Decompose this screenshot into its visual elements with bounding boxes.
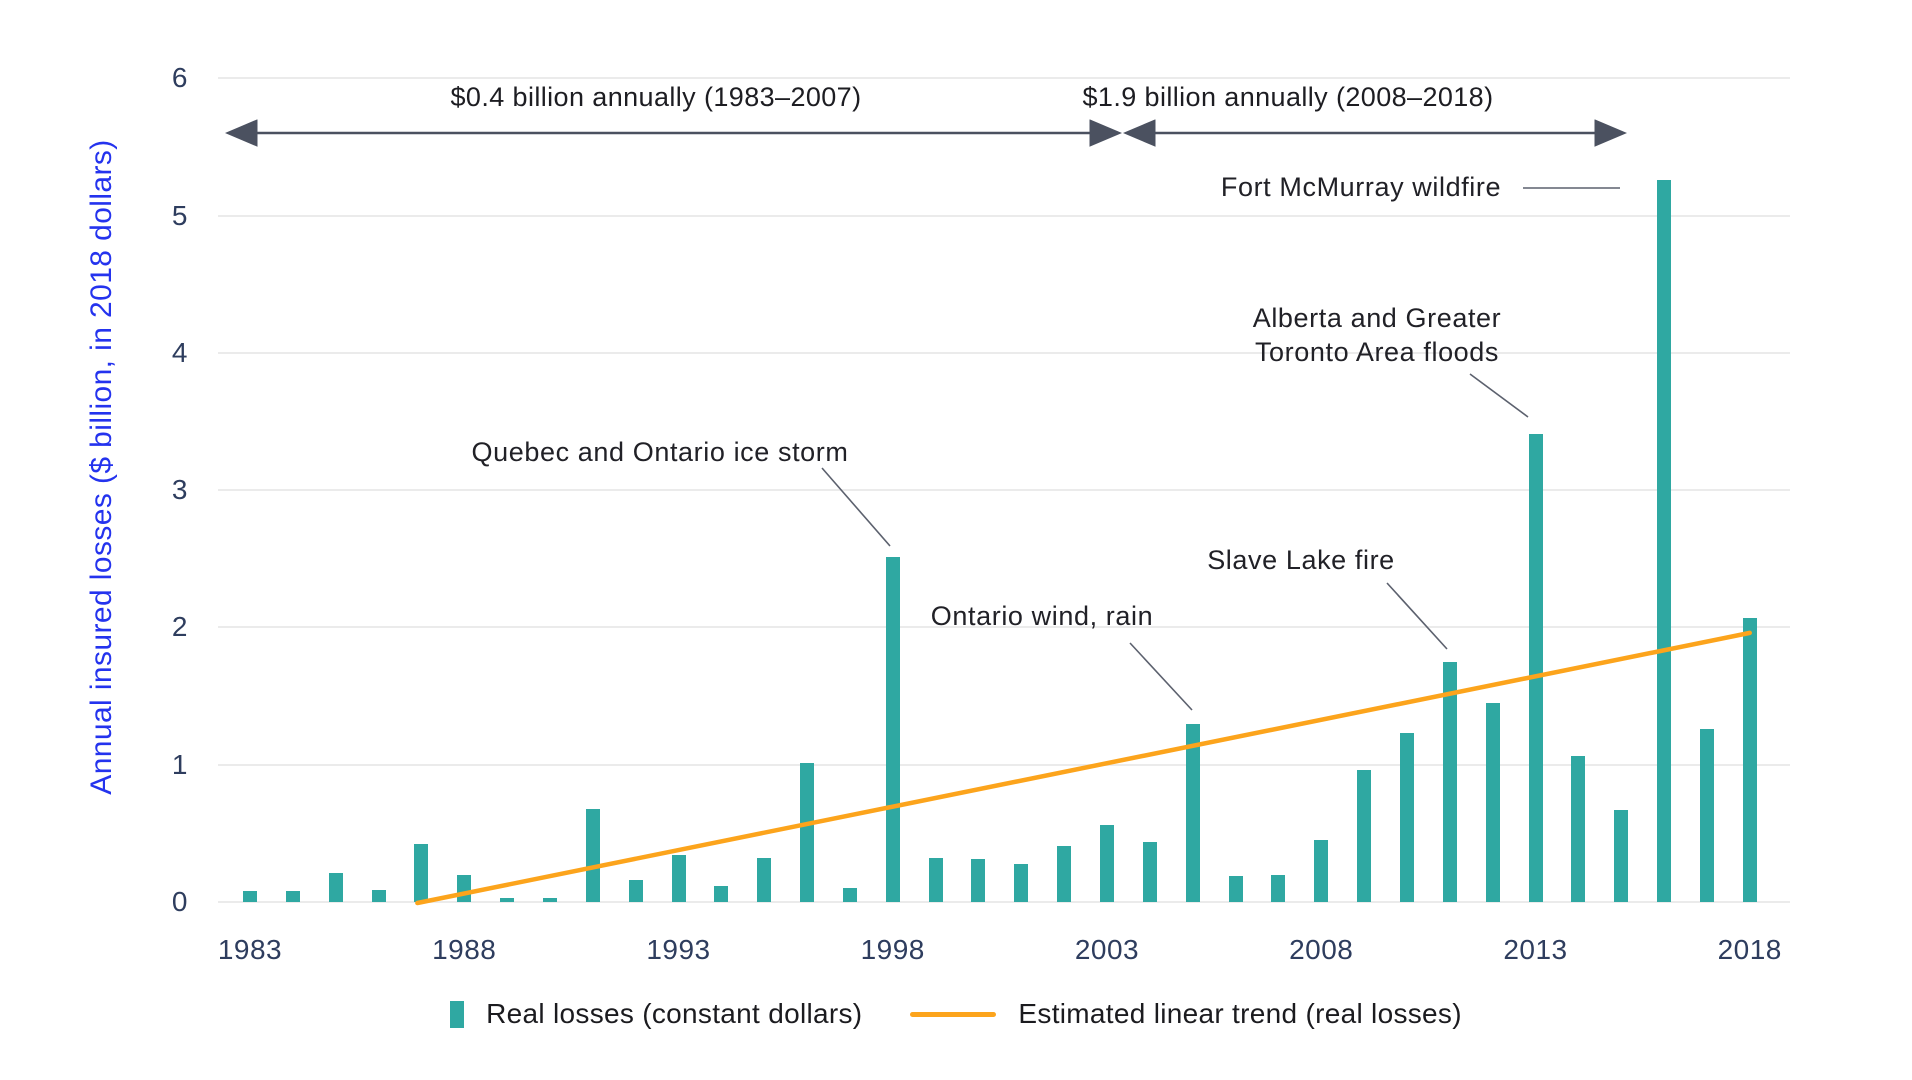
real-losses-label: Real losses (constant dollars) [486, 998, 863, 1029]
bar-2005 [1185, 723, 1200, 902]
y-tick-label-2: 2 [171, 611, 188, 643]
gridline-y6 [218, 77, 1790, 80]
period-annotation-1983-2007: $0.4 billion annually (1983–2007) [450, 82, 862, 112]
x-tick-label-1993: 1993 [646, 934, 711, 965]
bar-1995 [757, 858, 772, 902]
bar-1985 [328, 873, 343, 902]
y-tick-label-3: 3 [171, 474, 188, 506]
bar-1993 [671, 855, 686, 902]
bar-2015 [1614, 810, 1629, 902]
bar-2007 [1271, 874, 1286, 902]
x-tick-label-2008: 2008 [1289, 934, 1354, 965]
period-annotation-2008-2018: $1.9 billion annually (2008–2018) [1082, 82, 1494, 112]
bar-2003 [1100, 825, 1114, 902]
bar-2000 [971, 859, 986, 902]
annotation-alberta-toronto-floods-line2: Toronto Area floods [1254, 337, 1500, 367]
bar-2011 [1442, 661, 1457, 902]
gridline-y5 [218, 214, 1790, 217]
leader-ice-storm [821, 467, 891, 547]
bar-2013 [1528, 433, 1543, 902]
bar-1992 [628, 880, 643, 902]
trend-label: Estimated linear trend (real losses) [1018, 998, 1462, 1029]
x-tick-label-2003: 2003 [1074, 934, 1140, 965]
legend-item-real-losses: Real losses (constant dollars) [450, 998, 862, 1030]
annotation-ontario-wind-rain: Ontario wind, rain [930, 601, 1154, 631]
trend-line-swatch-icon [910, 1011, 997, 1017]
y-tick-label-5: 5 [171, 199, 188, 231]
legend: Real losses (constant dollars) Estimated… [0, 998, 1912, 1030]
x-tick-label-2018: 2018 [1717, 934, 1782, 965]
x-tick-label-1998: 1998 [860, 934, 925, 965]
leader-ab-floods [1469, 373, 1529, 418]
y-axis-title: Annual insured losses ($ billion, in 201… [85, 139, 118, 795]
legend-item-trend: Estimated linear trend (real losses) [910, 998, 1462, 1030]
bar-2006 [1228, 875, 1243, 902]
gridline-y2 [218, 626, 1790, 629]
bar-1986 [371, 889, 386, 902]
leader-slave-lake [1386, 582, 1448, 650]
annotation-fort-mcmurray: Fort McMurray wildfire [1220, 172, 1502, 202]
bar-1998 [885, 557, 900, 902]
annotation-ice-storm: Quebec and Ontario ice storm [471, 437, 849, 467]
y-tick-label-6: 6 [171, 62, 188, 94]
bar-1997 [842, 888, 857, 902]
bar-2002 [1057, 845, 1072, 902]
bar-1988 [457, 874, 472, 902]
bar-2016 [1657, 179, 1672, 902]
bar-2004 [1142, 841, 1157, 902]
bar-2010 [1399, 733, 1414, 902]
bar-2001 [1014, 863, 1029, 902]
bar-2014 [1571, 756, 1586, 902]
annotation-slave-lake-fire: Slave Lake fire [1207, 545, 1395, 575]
bar-1984 [285, 891, 300, 902]
gridline-y3 [218, 489, 1790, 492]
bar-1994 [714, 885, 729, 902]
annotation-alberta-toronto-floods-line1: Alberta and Greater [1252, 303, 1502, 333]
bar-1990 [542, 897, 557, 902]
leader-wind-rain [1129, 642, 1193, 711]
real-losses-swatch-icon [450, 1000, 465, 1028]
bar-1989 [500, 897, 515, 902]
y-tick-label-1: 1 [171, 748, 188, 780]
annotation-alberta-toronto-floods: Alberta and Greater Toronto Area floods [1253, 301, 1502, 369]
bar-1983 [243, 891, 257, 902]
bar-2012 [1485, 702, 1500, 902]
y-tick-label-4: 4 [171, 336, 188, 368]
gridline-y0 [218, 901, 1790, 903]
trend-line [415, 630, 1752, 906]
x-tick-label-1983: 1983 [217, 934, 283, 965]
bar-2017 [1699, 729, 1714, 902]
x-tick-label-2013: 2013 [1503, 934, 1568, 965]
bar-1991 [585, 808, 600, 902]
bar-2009 [1357, 770, 1372, 902]
bar-1996 [800, 763, 815, 902]
bar-1999 [928, 858, 943, 902]
x-tick-label-1988: 1988 [432, 934, 497, 965]
bar-2008 [1314, 840, 1329, 902]
gridline-y1 [218, 763, 1790, 766]
gridline-y4 [218, 351, 1790, 354]
bar-1987 [414, 844, 429, 902]
bar-2018 [1742, 617, 1757, 902]
y-tick-label-0: 0 [171, 886, 188, 917]
